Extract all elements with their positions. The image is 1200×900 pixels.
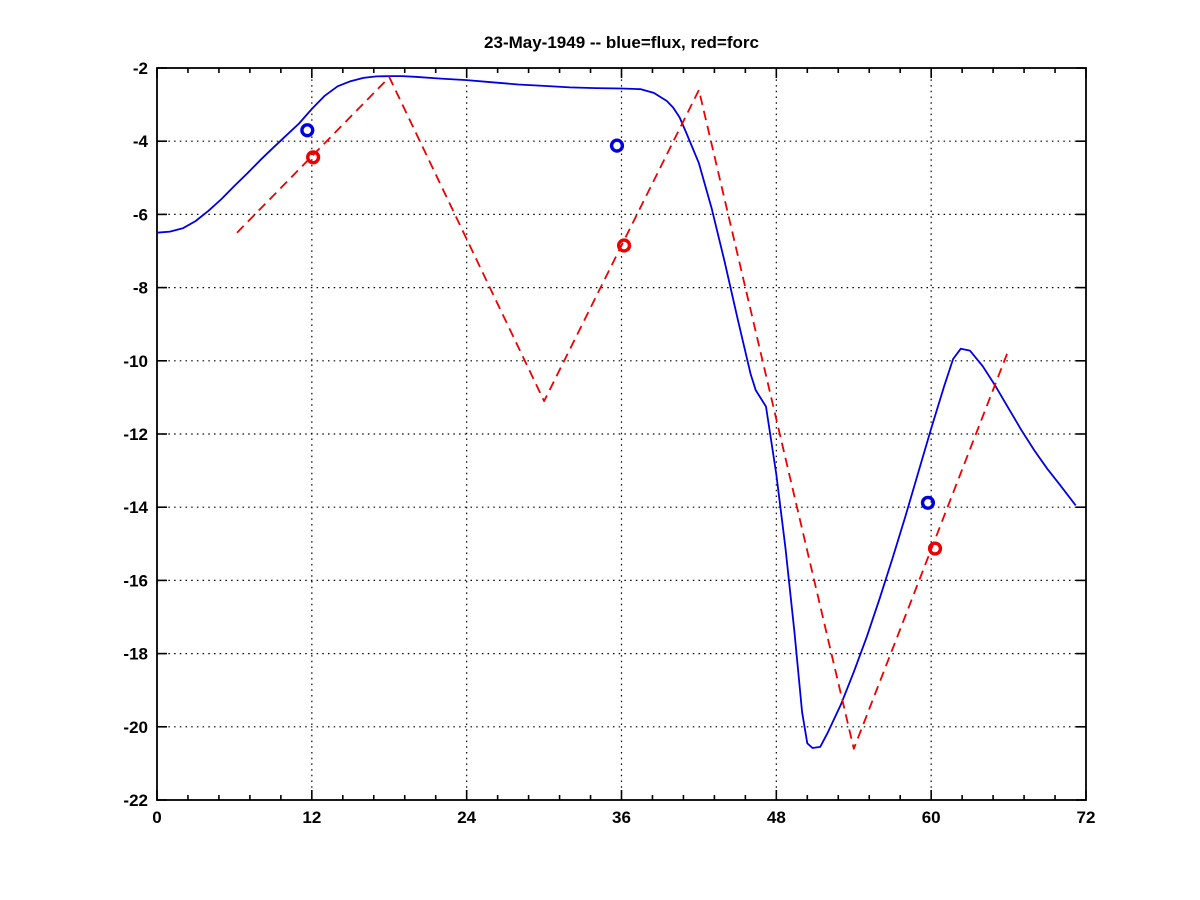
chart-title: 23-May-1949 -- blue=flux, red=forc xyxy=(484,33,759,52)
flux-obs-marker xyxy=(300,123,315,138)
forc-obs-marker xyxy=(306,150,321,165)
x-tick-label: 0 xyxy=(152,808,161,827)
y-tick-label: -8 xyxy=(133,279,148,298)
y-tick-label: -16 xyxy=(123,571,148,590)
y-tick-label: -20 xyxy=(123,718,148,737)
y-tick-label: -12 xyxy=(123,425,148,444)
y-tick-label: -10 xyxy=(123,352,148,371)
x-tick-label: 12 xyxy=(302,808,321,827)
flux-line xyxy=(156,75,1077,749)
y-tick-label: -6 xyxy=(133,205,148,224)
x-tick-label: 72 xyxy=(1077,808,1096,827)
y-tick-label: -18 xyxy=(123,645,148,664)
x-tick-label: 36 xyxy=(612,808,631,827)
y-tick-label: -22 xyxy=(123,791,148,810)
x-tick-label: 48 xyxy=(767,808,786,827)
y-tick-label: -4 xyxy=(133,132,149,151)
y-tick-label: -2 xyxy=(133,59,148,78)
forc-obs-marker xyxy=(927,541,943,556)
y-tick-label: -14 xyxy=(123,498,148,517)
flux-obs-marker xyxy=(920,495,936,510)
forc-obs-marker xyxy=(616,238,632,253)
x-tick-label: 60 xyxy=(922,808,941,827)
forc-line xyxy=(236,76,1010,750)
x-tick-label: 24 xyxy=(457,808,476,827)
flux-obs-marker xyxy=(609,138,625,153)
